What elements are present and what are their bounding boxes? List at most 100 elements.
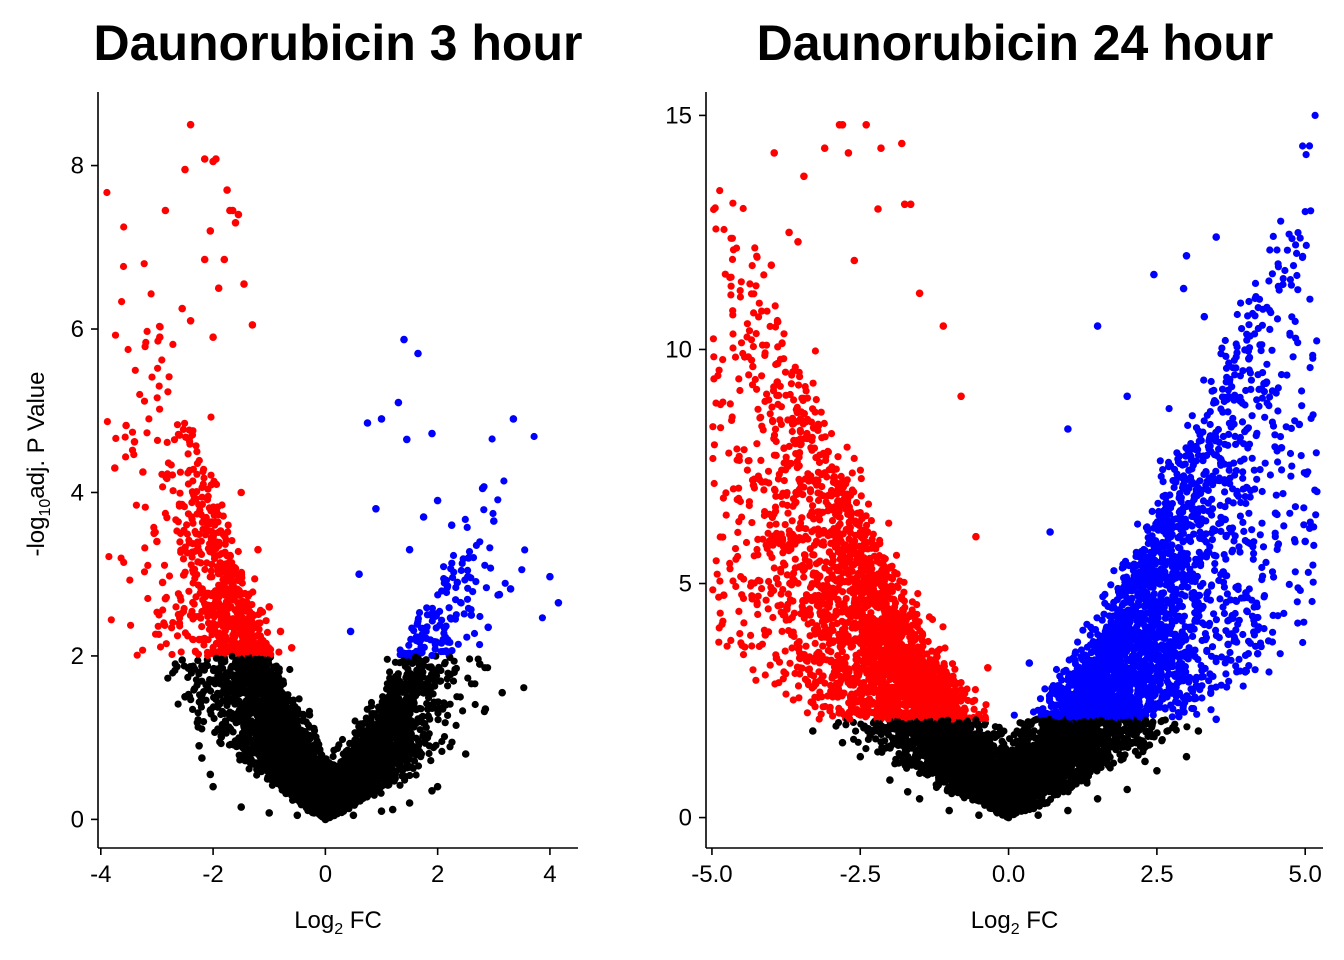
point-down [209, 533, 217, 541]
point-ns [314, 810, 322, 818]
point-up [500, 477, 508, 485]
point-down [126, 576, 134, 584]
point-down [206, 573, 214, 581]
point-ns [407, 703, 415, 711]
point-ns [286, 665, 294, 674]
point-down [111, 331, 120, 339]
point-down [179, 425, 187, 433]
point-down [188, 488, 196, 496]
point-up [469, 588, 477, 596]
point-down [193, 510, 201, 518]
point-ns [298, 760, 306, 768]
point-ns [364, 731, 372, 739]
point-up [405, 641, 413, 649]
point-down [204, 608, 212, 616]
point-down [144, 594, 152, 603]
point-ns [368, 710, 376, 718]
point-ns [422, 656, 430, 664]
point-ns [367, 782, 376, 790]
point-ns [390, 758, 398, 767]
point-ns [306, 711, 314, 719]
point-ns [430, 698, 438, 706]
point-down [218, 635, 227, 643]
point-down [226, 551, 234, 560]
point-ns [344, 794, 353, 802]
point-ns [404, 665, 412, 673]
point-ns [220, 683, 228, 691]
point-ns [202, 661, 210, 669]
point-down [144, 561, 152, 570]
point-ns [240, 721, 248, 730]
point-down [221, 540, 229, 548]
point-ns [291, 745, 299, 753]
point-down [164, 459, 172, 467]
point-down [159, 606, 167, 614]
point-down [226, 604, 234, 612]
point-down [185, 587, 193, 595]
point-down [251, 575, 259, 583]
point-ns [287, 705, 295, 713]
point-down [176, 489, 184, 497]
point-up [428, 617, 436, 625]
point-down [153, 394, 161, 402]
point-down [204, 619, 213, 627]
point-up [456, 598, 465, 607]
point-up [431, 638, 439, 646]
point-down [127, 621, 135, 629]
point-ns [376, 730, 384, 738]
point-ns [310, 748, 318, 756]
point-down [185, 536, 193, 544]
point-up [442, 622, 450, 630]
point-down [191, 527, 199, 536]
point-down [170, 436, 179, 444]
point-down [179, 608, 188, 616]
point-down [148, 373, 156, 381]
point-up [415, 638, 423, 646]
point-down [155, 382, 163, 390]
point-down [173, 632, 182, 640]
point-ns [360, 763, 368, 771]
point-ns [353, 788, 361, 796]
point-down [177, 648, 185, 656]
point-ns [346, 739, 354, 748]
point-ns [231, 678, 239, 686]
point-ns [370, 750, 378, 758]
point-down [186, 611, 194, 619]
point-down [205, 504, 213, 512]
point-down [158, 356, 166, 364]
point-ns [448, 738, 456, 746]
point-down [198, 623, 206, 631]
point-down [165, 572, 174, 580]
point-ns [295, 695, 303, 703]
point-ns [403, 764, 411, 772]
point-ns [305, 776, 313, 784]
point-ns [264, 759, 272, 767]
point-up [440, 575, 448, 583]
point-up [486, 544, 494, 552]
point-ns [299, 710, 307, 719]
point-ns [210, 714, 218, 723]
point-ns [422, 723, 430, 732]
point-ns [263, 706, 271, 714]
point-down [222, 561, 230, 570]
point-ns [263, 677, 271, 685]
point-ns [339, 783, 347, 792]
point-down [211, 594, 220, 602]
point-up [431, 645, 439, 653]
point-ns [418, 680, 426, 688]
point-ns [425, 749, 433, 758]
point-ns [399, 740, 407, 749]
point-ns [292, 794, 300, 802]
point-up [476, 538, 484, 546]
point-down [184, 632, 192, 640]
point-ns [471, 680, 479, 688]
point-down [141, 544, 149, 552]
point-ns [352, 794, 360, 802]
point-up [432, 624, 440, 632]
point-down [184, 450, 192, 458]
data-points [103, 120, 563, 824]
point-ns [388, 751, 396, 759]
point-up [488, 435, 496, 443]
point-down [140, 397, 149, 405]
point-ns [256, 724, 264, 732]
